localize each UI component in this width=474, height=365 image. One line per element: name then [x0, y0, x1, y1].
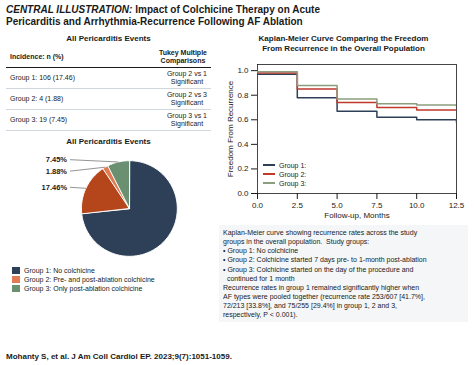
- svg-text:12.5: 12.5: [449, 201, 465, 210]
- svg-text:10.0: 10.0: [409, 201, 425, 210]
- svg-text:5.0: 5.0: [332, 201, 344, 210]
- html-text:Group 3 vs 1 Significant: Group 3 vs 1 Significant: [166, 111, 207, 127]
- html-text:Kaplan-Meier curve showing rec: Kaplan-Meier curve showing recurrence ra…: [223, 229, 427, 318]
- svg-text:0.6: 0.6: [237, 116, 249, 125]
- svg-text:0.0: 0.0: [237, 189, 249, 198]
- html-text:All Pericarditis Events: All Pericarditis Events: [66, 34, 151, 43]
- html-text:Group 1: 106 (17.46): Group 1: 106 (17.46): [10, 73, 75, 81]
- html-text:Group 3: Only post-ablation co: Group 3: Only post-ablation colchicine: [24, 285, 143, 293]
- html-text:Group 3:: Group 3:: [279, 180, 307, 188]
- svg-text:0.0: 0.0: [252, 201, 264, 210]
- html-text:Group 1:: Group 1:: [279, 161, 307, 169]
- svg-text:Freedom From Recurrence: Freedom From Recurrence: [226, 80, 235, 177]
- svg-text:0.4: 0.4: [237, 140, 249, 149]
- svg-text:2.5: 2.5: [292, 201, 304, 210]
- svg-text:1.88%: 1.88%: [46, 166, 68, 175]
- html-text:Group 2 vs 1 Significant: Group 2 vs 1 Significant: [166, 69, 207, 85]
- svg-text:0.8: 0.8: [237, 91, 249, 100]
- html-text:CENTRAL ILLUSTRATION: Impact o: CENTRAL ILLUSTRATION: Impact of Colchici…: [6, 4, 320, 27]
- html-text:Mohanty S, et al. J Am Coll Ca: Mohanty S, et al. J Am Coll Cardiol EP. …: [6, 352, 232, 361]
- svg-text:7.5: 7.5: [371, 201, 383, 210]
- html-text:Group 1: No colchicine: Group 1: No colchicine: [24, 266, 95, 274]
- svg-text:0.2: 0.2: [237, 165, 249, 174]
- html-text:Group 2: 4 (1.88): Group 2: 4 (1.88): [10, 94, 64, 102]
- svg-text:Follow-up, Months: Follow-up, Months: [324, 211, 389, 220]
- html-text:Incidence: n (%): Incidence: n (%): [10, 52, 64, 60]
- html-text:Group 2: Pre- and post-ablatio: Group 2: Pre- and post-ablation colchici…: [24, 276, 155, 283]
- html-text:Group 2 vs 3 Significant: Group 2 vs 3 Significant: [166, 90, 207, 106]
- svg-text:1.0: 1.0: [237, 66, 249, 75]
- svg-text:17.46%: 17.46%: [42, 182, 68, 191]
- html-text:Kaplan-Meier Curve Comparing t: Kaplan-Meier Curve Comparing the Freedom…: [258, 34, 429, 53]
- html-text:Group 2:: Group 2:: [279, 171, 307, 178]
- html-text:Tukey Multiple Comparisons: Tukey Multiple Comparisons: [158, 48, 207, 64]
- html-text:Group 3: 19 (7.45): Group 3: 19 (7.45): [10, 115, 68, 123]
- svg-text:7.45%: 7.45%: [46, 155, 68, 164]
- html-text:All Pericarditis Events: All Pericarditis Events: [66, 137, 151, 146]
